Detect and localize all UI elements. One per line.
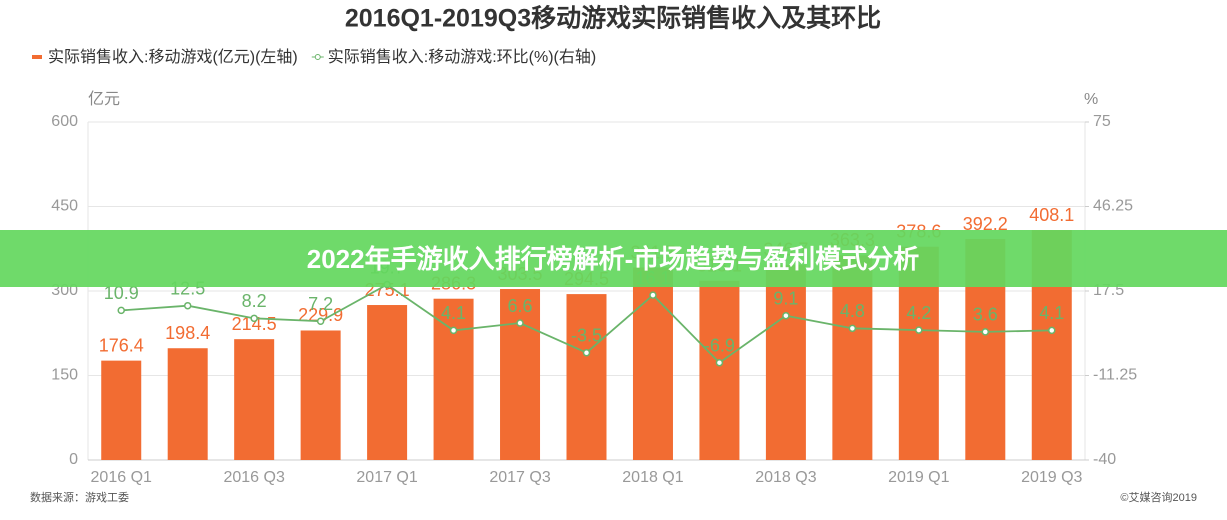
line-point (915, 326, 923, 334)
line-point (183, 301, 192, 310)
x-tick-label: 2019 Q1 (888, 469, 949, 486)
x-tick-label: 2018 Q3 (755, 469, 816, 486)
line-point (848, 324, 857, 333)
line-point (1048, 326, 1056, 335)
line-point (782, 311, 790, 320)
line-value-label: 9.1 (773, 288, 798, 308)
line-value-label: 4.2 (906, 303, 931, 323)
y2-tick-label: 75 (1093, 113, 1111, 130)
line-value-label: -6.9 (704, 335, 735, 355)
bar (500, 289, 541, 460)
line-point (516, 319, 524, 327)
line-value-label: 7.2 (308, 294, 333, 314)
y2-tick-label: -40 (1093, 451, 1116, 468)
bar (832, 255, 873, 460)
banner-text: 2022年手游收入排行榜解析-市场趋势与盈利模式分析 (307, 244, 920, 274)
line-point (117, 306, 125, 315)
chart-title: 2016Q1-2019Q3移动游戏实际销售收入及其环比 (345, 4, 881, 33)
line-value-label: 10.9 (104, 283, 139, 303)
legend-label: 实际销售收入:移动游戏(亿元)(左轴) (48, 48, 298, 66)
y-axis-label: 亿元 (88, 90, 120, 108)
bar (367, 305, 408, 460)
y-tick-label: 450 (51, 198, 78, 215)
credit: ©艾媒咨询2019 (1120, 490, 1197, 504)
legend-swatch (314, 54, 321, 60)
y-tick-label: 0 (69, 451, 78, 468)
bar (699, 280, 740, 460)
line-value-label: 4.8 (840, 301, 865, 321)
source: 数据来源：游戏工委 (30, 490, 129, 504)
bar (101, 360, 142, 460)
line-point (981, 328, 990, 336)
bar (566, 294, 607, 460)
line-value-label: 4.1 (441, 303, 466, 323)
line-value-label: 3.6 (973, 305, 998, 325)
bar (167, 348, 208, 460)
bar (433, 298, 474, 460)
line-value-label: 4.1 (1039, 303, 1064, 323)
bar-value-label: 176.4 (99, 335, 144, 355)
banner-band (0, 230, 1227, 287)
line-point (449, 326, 458, 335)
y2-tick-label: -11.25 (1093, 367, 1137, 384)
line-point (649, 291, 657, 299)
y2-axis-label: % (1084, 91, 1098, 108)
y-tick-label: 150 (51, 367, 78, 384)
bar (632, 267, 673, 460)
bar (765, 264, 806, 460)
line-point (316, 317, 325, 326)
bar-value-label: 198.4 (165, 323, 210, 343)
y2-tick-label: 46.25 (1093, 198, 1133, 215)
bar-value-label: 408.1 (1029, 205, 1074, 225)
x-tick-label: 2017 Q3 (489, 469, 550, 486)
x-tick-label: 2018 Q1 (622, 469, 683, 486)
legend-label: 实际销售收入:移动游戏:环比(%)(右轴) (328, 48, 596, 66)
line-point (582, 348, 591, 357)
x-tick-label: 2017 Q1 (356, 469, 417, 486)
bar (234, 339, 275, 460)
bar-value-label: 392.2 (963, 214, 1008, 234)
x-tick-label: 2016 Q3 (223, 469, 284, 486)
line-point (715, 358, 724, 367)
bar (300, 330, 341, 460)
line-value-label: 6.6 (508, 296, 533, 316)
line-point (250, 314, 258, 323)
x-tick-label: 2016 Q1 (91, 469, 152, 486)
y-tick-label: 600 (51, 113, 78, 130)
legend-swatch (32, 55, 42, 59)
line-value-label: 8.2 (242, 291, 267, 311)
line-value-label: -3.5 (571, 325, 602, 345)
x-tick-label: 2019 Q3 (1021, 469, 1082, 486)
